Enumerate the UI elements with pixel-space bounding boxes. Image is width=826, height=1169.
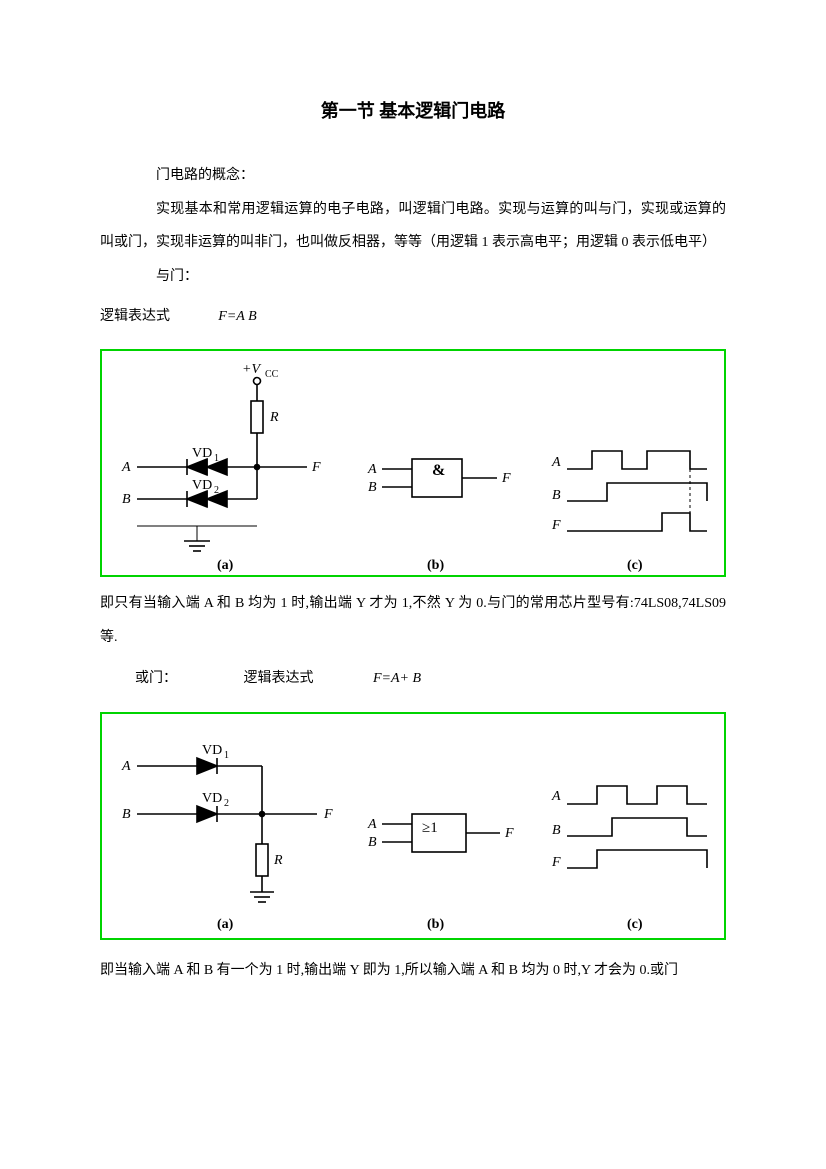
concept-label: 门电路的概念： (100, 159, 726, 193)
svg-text:≥1: ≥1 (422, 820, 438, 836)
or-figure-svg: VD 1 A VD 2 B F R (102, 714, 724, 938)
svg-text:VD: VD (202, 743, 222, 758)
or-expr-label: 逻辑表达式 (244, 662, 370, 696)
svg-text:F: F (311, 460, 321, 475)
or-label: 或门： (100, 662, 240, 696)
svg-text:R: R (273, 853, 283, 868)
svg-text:A: A (121, 759, 131, 774)
and-expr: F=A B (218, 309, 256, 324)
svg-text:B: B (368, 480, 377, 495)
svg-text:(a): (a) (217, 917, 234, 932)
svg-text:A: A (367, 817, 377, 832)
svg-text:B: B (122, 807, 131, 822)
concept-text: 实现基本和常用逻辑运算的电子电路，叫逻辑门电路。实现与运算的叫与门，实现或运算的… (100, 193, 726, 260)
svg-text:(c): (c) (627, 558, 643, 573)
svg-text:(a): (a) (217, 558, 234, 573)
svg-text:F: F (551, 518, 561, 533)
svg-text:A: A (551, 789, 561, 804)
svg-text:A: A (367, 462, 377, 477)
or-desc: 即当输入端 A 和 B 有一个为 1 时,输出端 Y 即为 1,所以输入端 A … (100, 954, 726, 988)
svg-text:CC: CC (265, 369, 279, 380)
svg-text:+V: +V (242, 362, 261, 377)
svg-text:A: A (551, 455, 561, 470)
svg-text:2: 2 (224, 798, 229, 809)
svg-text:F: F (323, 807, 333, 822)
svg-text:F: F (551, 855, 561, 870)
and-expr-line: 逻辑表达式 F=A B (100, 300, 726, 334)
svg-text:F: F (504, 826, 514, 841)
svg-text:B: B (552, 488, 561, 503)
and-figure-svg: +V CC R F VD 1 A VD 2 (102, 351, 724, 575)
svg-text:VD: VD (192, 478, 212, 493)
svg-text:1: 1 (224, 750, 229, 761)
svg-text:(b): (b) (427, 917, 444, 932)
and-figure: +V CC R F VD 1 A VD 2 (100, 349, 726, 577)
or-figure: VD 1 A VD 2 B F R (100, 712, 726, 940)
page-title: 第一节 基本逻辑门电路 (100, 90, 726, 133)
svg-text:&: & (432, 462, 445, 479)
or-header: 或门： 逻辑表达式 F=A+ B (100, 662, 726, 696)
svg-text:VD: VD (192, 446, 212, 461)
or-expr: F=A+ B (373, 671, 421, 686)
svg-text:(c): (c) (627, 917, 643, 932)
svg-text:(b): (b) (427, 558, 444, 573)
svg-text:B: B (552, 823, 561, 838)
and-desc: 即只有当输入端 A 和 B 均为 1 时,输出端 Y 才为 1,不然 Y 为 0… (100, 587, 726, 654)
svg-text:VD: VD (202, 791, 222, 806)
svg-text:R: R (269, 410, 279, 425)
and-label: 与门： (100, 260, 726, 294)
svg-text:B: B (122, 492, 131, 507)
svg-text:B: B (368, 835, 377, 850)
svg-text:F: F (501, 471, 511, 486)
svg-text:A: A (121, 460, 131, 475)
and-expr-label: 逻辑表达式 (100, 309, 170, 324)
